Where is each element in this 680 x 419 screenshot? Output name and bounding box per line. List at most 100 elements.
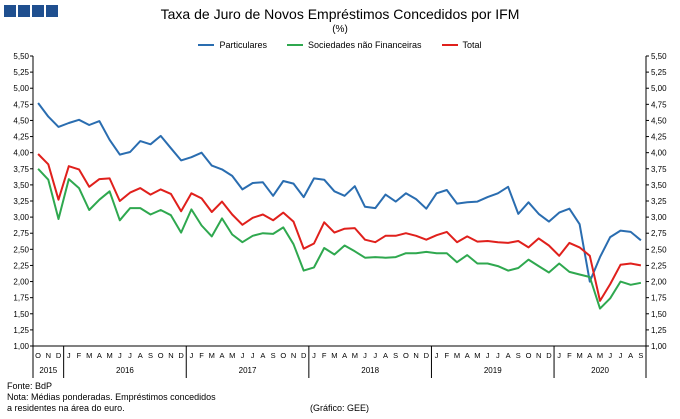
x-month-label: D [546,351,552,360]
x-month-label: O [35,351,41,360]
y-tick-label-left: 5,00 [13,84,29,93]
chart-subtitle: (%) [332,24,348,35]
x-month-label: J [67,351,71,360]
x-year-label: 2015 [39,366,57,375]
x-year-label: 2019 [484,366,502,375]
x-month-label: F [567,351,572,360]
y-tick-label-left: 5,50 [13,52,29,61]
y-tick-label-right: 5,00 [651,84,667,93]
y-tick-label-left: 5,25 [13,68,29,77]
legend-swatch-sociedades [286,44,303,46]
chart-footer: Fonte: BdP Nota: Médias ponderadas. Empr… [7,381,216,414]
x-month-label: J [241,351,245,360]
chart-credit: (Gráfico: GEE) [310,403,370,413]
chart-legend: Particulares Sociedades não Financeiras … [0,40,680,50]
x-month-label: J [312,351,316,360]
y-tick-label-left: 4,75 [13,100,29,109]
x-month-label: N [46,351,51,360]
x-month-label: F [199,351,204,360]
x-month-label: J [363,351,367,360]
y-tick-label-left: 2,50 [13,245,29,254]
x-month-label: M [331,351,337,360]
legend-item-total: Total [441,40,482,50]
y-tick-label-right: 4,00 [651,149,667,158]
x-month-label: J [435,351,439,360]
chart-title: Taxa de Juro de Novos Empréstimos Conced… [160,6,520,22]
x-month-label: O [403,351,409,360]
x-month-label: A [342,351,347,360]
x-month-label: D [178,351,184,360]
y-tick-label-right: 5,25 [651,68,667,77]
y-tick-label-right: 1,75 [651,294,667,303]
method-note-line1: Nota: Médias ponderadas. Empréstimos con… [7,392,216,402]
x-year-label: 2017 [239,366,257,375]
y-tick-label-right: 4,25 [651,133,667,142]
x-month-label: J [189,351,193,360]
x-month-label: D [301,351,307,360]
x-month-label: D [424,351,430,360]
x-month-label: J [496,351,500,360]
x-month-label: M [209,351,215,360]
x-month-label: J [619,351,623,360]
y-tick-label-left: 3,75 [13,165,29,174]
x-month-label: A [506,351,511,360]
x-month-label: M [454,351,460,360]
y-tick-label-left: 1,00 [13,342,29,351]
x-month-label: J [557,351,561,360]
x-month-label: O [280,351,286,360]
x-month-label: A [628,351,633,360]
y-tick-label-left: 2,25 [13,261,29,270]
legend-label-particulares: Particulares [219,40,267,50]
y-tick-label-left: 3,50 [13,181,29,190]
y-tick-label-right: 2,50 [651,245,667,254]
series-line-2 [37,153,642,302]
y-tick-label-right: 3,00 [651,213,667,222]
x-month-label: J [251,351,255,360]
x-month-label: N [536,351,541,360]
x-month-label: A [97,351,102,360]
series-line-1 [37,168,642,310]
y-tick-label-left: 3,25 [13,197,29,206]
y-tick-label-right: 1,00 [651,342,667,351]
y-tick-label-right: 5,50 [651,52,667,61]
x-month-label: J [486,351,490,360]
x-month-label: F [77,351,82,360]
x-month-label: D [56,351,62,360]
y-tick-label-right: 3,75 [651,165,667,174]
x-month-label: M [107,351,113,360]
x-month-label: N [168,351,173,360]
y-tick-label-right: 1,25 [651,326,667,335]
y-tick-label-right: 4,50 [651,116,667,125]
y-tick-label-left: 1,25 [13,326,29,335]
x-month-label: O [158,351,164,360]
x-month-label: S [148,351,153,360]
x-year-label: 2016 [116,366,134,375]
x-month-label: A [138,351,143,360]
y-tick-label-right: 4,75 [651,100,667,109]
x-month-label: S [393,351,398,360]
x-month-label: O [526,351,532,360]
y-tick-label-left: 1,75 [13,294,29,303]
x-month-label: S [271,351,276,360]
x-month-label: F [444,351,449,360]
x-year-label: 2018 [361,366,379,375]
x-month-label: M [229,351,235,360]
method-note-line2: a residentes na área do euro. [7,403,125,413]
legend-item-sociedades: Sociedades não Financeiras [286,40,422,50]
x-month-label: J [128,351,132,360]
x-month-label: J [118,351,122,360]
y-tick-label-left: 4,00 [13,149,29,158]
x-month-label: F [322,351,327,360]
x-year-label: 2020 [591,366,609,375]
y-tick-label-right: 2,00 [651,278,667,287]
legend-label-total: Total [462,40,482,50]
x-month-label: N [413,351,418,360]
x-month-label: M [597,351,603,360]
y-tick-label-left: 3,00 [13,213,29,222]
y-tick-label-left: 2,75 [13,229,29,238]
x-month-label: J [608,351,612,360]
legend-swatch-particulares [198,44,215,46]
x-month-label: S [516,351,521,360]
x-month-label: N [291,351,296,360]
x-month-label: A [220,351,225,360]
